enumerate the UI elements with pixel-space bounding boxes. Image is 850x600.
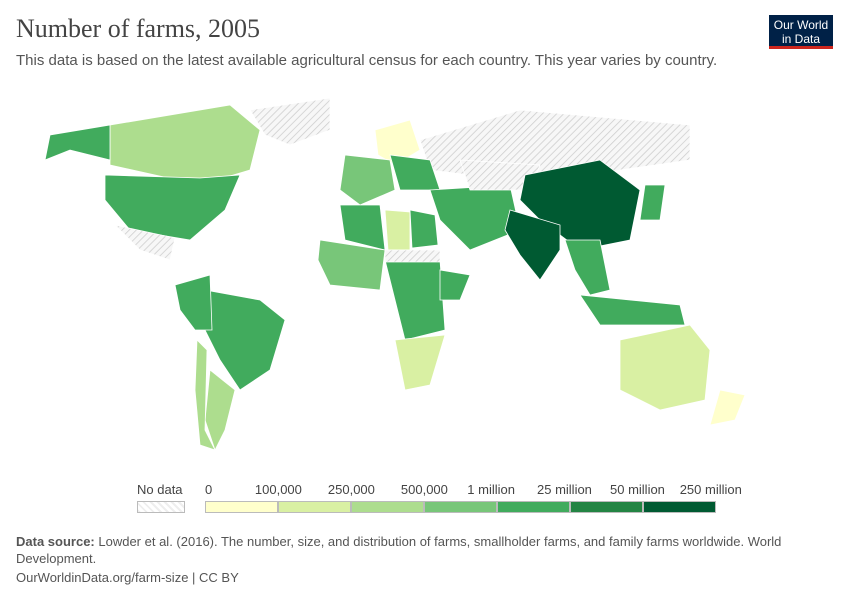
owid-logo[interactable]: Our World in Data: [769, 15, 833, 49]
source-text: Lowder et al. (2016). The number, size, …: [16, 534, 782, 566]
legend-tick-label: 25 million: [537, 482, 592, 497]
legend-swatch[interactable]: [351, 501, 424, 513]
legend-swatch[interactable]: [570, 501, 643, 513]
source-label: Data source:: [16, 534, 95, 549]
legend-tick-label: 100,000: [254, 482, 302, 497]
source-url[interactable]: OurWorldinData.org/farm-size | CC BY: [16, 570, 239, 585]
chart-subtitle: This data is based on the latest availab…: [16, 52, 718, 69]
legend-swatch[interactable]: [497, 501, 570, 513]
legend-swatch[interactable]: [205, 501, 278, 513]
country-central-africa[interactable]: [384, 259, 446, 341]
country-mexico[interactable]: [113, 224, 176, 261]
country-canada[interactable]: [109, 104, 261, 186]
country-chile[interactable]: [194, 339, 216, 451]
country-india[interactable]: [504, 209, 561, 281]
legend-swatch[interactable]: [424, 501, 497, 513]
legend-tick-label: 250 million: [679, 482, 742, 497]
legend-no-data-label: No data: [137, 482, 183, 497]
legend-tick-label: 50 million: [610, 482, 665, 497]
country-argentina[interactable]: [204, 369, 236, 452]
country-greenland[interactable]: [249, 97, 331, 146]
country-southern-africa[interactable]: [394, 334, 446, 391]
country-australia[interactable]: [619, 324, 711, 411]
legend-tick-label: 500,000: [400, 482, 448, 497]
country-alaska[interactable]: [44, 124, 111, 161]
country-libya[interactable]: [384, 209, 411, 251]
country-indonesia[interactable]: [579, 294, 686, 326]
country-algeria[interactable]: [339, 204, 386, 251]
country-western-europe[interactable]: [339, 154, 396, 206]
country-peru-colombia[interactable]: [174, 274, 213, 331]
legend-no-data-swatch: [137, 501, 185, 513]
chart-title: Number of farms, 2005: [16, 14, 261, 43]
country-southeast-asia[interactable]: [564, 239, 611, 296]
world-map[interactable]: [0, 90, 850, 470]
legend-tick-label: 1 million: [467, 482, 515, 497]
legend-tick-label: 250,000: [327, 482, 375, 497]
country-new-zealand[interactable]: [709, 389, 746, 426]
legend-tick-label: 0: [205, 482, 213, 497]
legend-swatch[interactable]: [643, 501, 716, 513]
country-brazil[interactable]: [204, 289, 286, 391]
country-sahara[interactable]: [384, 249, 441, 263]
country-egypt[interactable]: [409, 209, 439, 249]
country-middle-east[interactable]: [429, 184, 521, 251]
country-united-states[interactable]: [104, 174, 241, 241]
country-west-africa[interactable]: [317, 239, 386, 291]
legend-swatch[interactable]: [278, 501, 351, 513]
country-ethiopia[interactable]: [439, 269, 471, 301]
country-japan[interactable]: [639, 184, 666, 221]
